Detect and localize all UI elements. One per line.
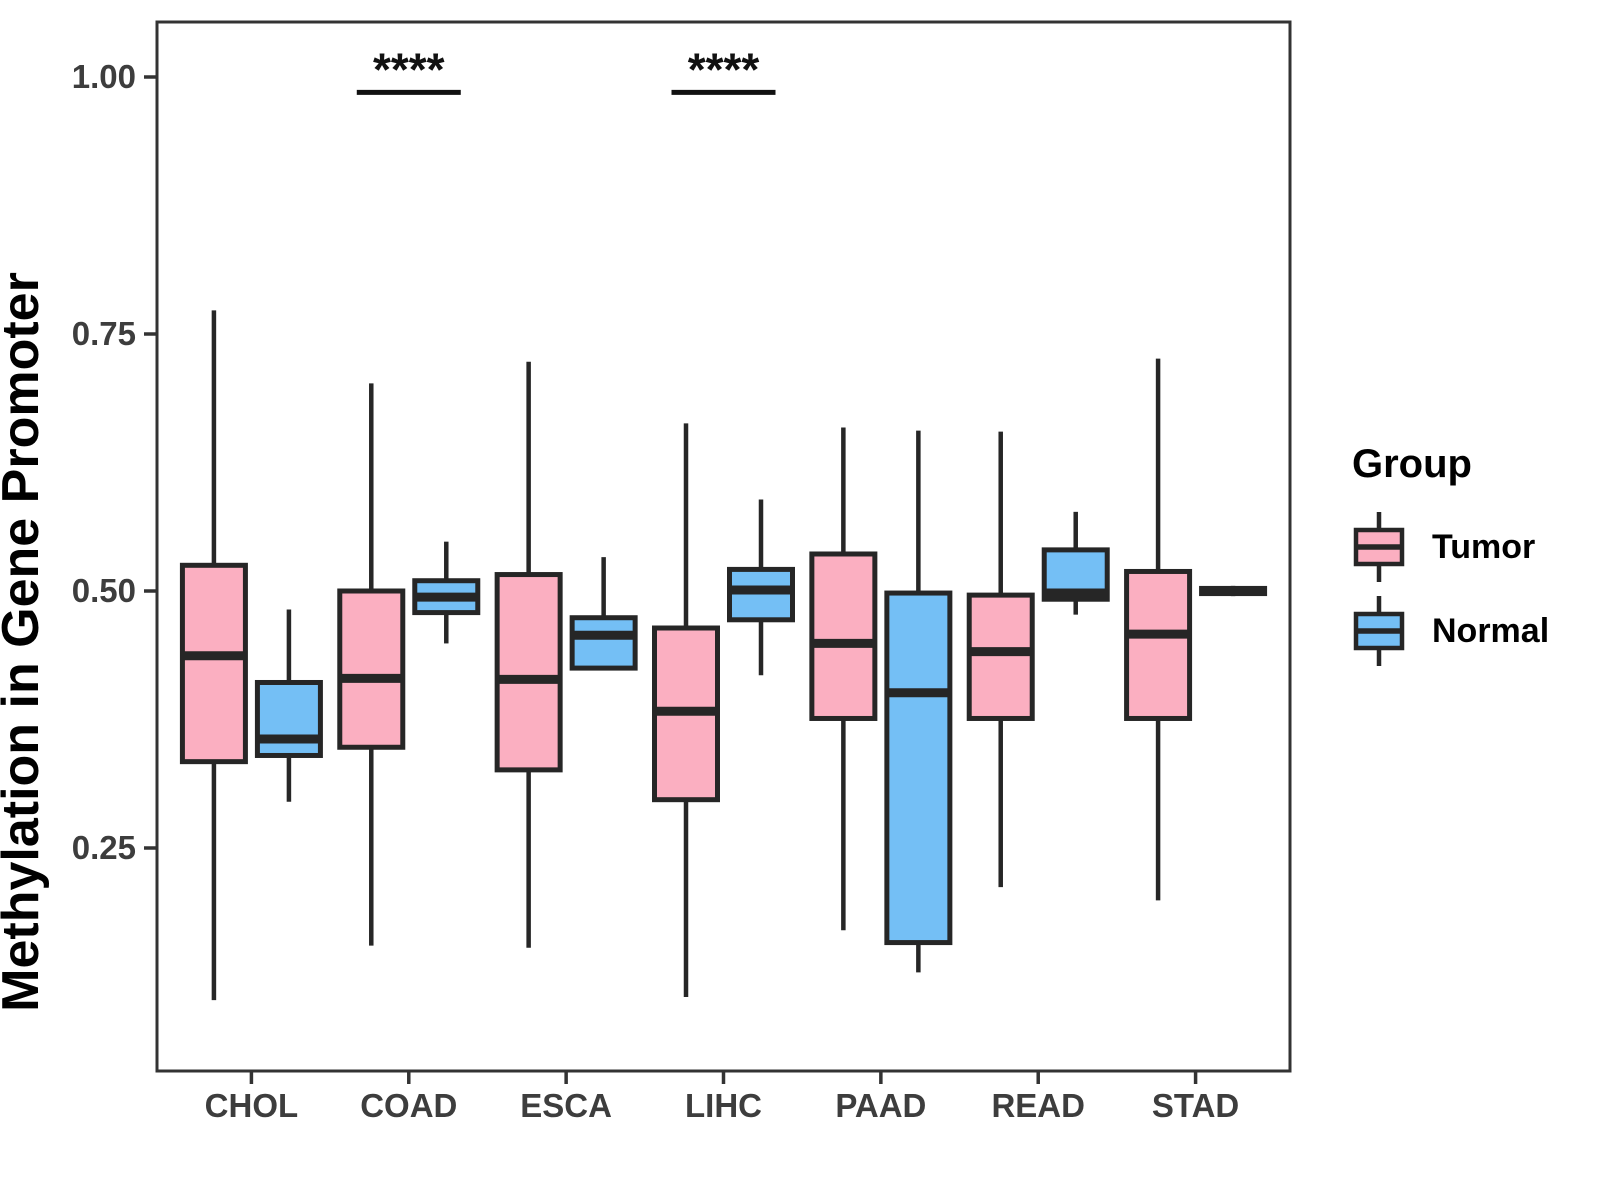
boxplot-stad-normal bbox=[1199, 585, 1268, 597]
legend-item-normal: Normal bbox=[1352, 593, 1549, 669]
boxplot-lihc-tumor bbox=[652, 423, 720, 998]
boxplot-coad-normal bbox=[412, 541, 481, 644]
boxplot-chol-tumor bbox=[179, 310, 248, 1001]
y-tick-label: 1.00 bbox=[72, 58, 136, 95]
y-tick-label: 0.25 bbox=[72, 829, 136, 866]
x-tick-label: PAAD bbox=[835, 1087, 926, 1124]
boxplot-esca-normal bbox=[569, 557, 638, 671]
boxplot-lihc-normal bbox=[727, 499, 795, 676]
legend-item-label: Normal bbox=[1432, 611, 1550, 650]
legend-title: Group bbox=[1352, 442, 1472, 486]
plot-panel bbox=[155, 20, 1292, 1073]
legend-item-label: Tumor bbox=[1432, 527, 1536, 566]
significance-stars: **** bbox=[373, 43, 445, 95]
significance-stars: **** bbox=[688, 43, 760, 95]
normal-boxplot-key-icon bbox=[1353, 596, 1405, 666]
significance-annotation-lihc: **** bbox=[671, 43, 776, 95]
x-tick-label: ESCA bbox=[520, 1087, 612, 1124]
x-tick-label: CHOL bbox=[205, 1087, 299, 1124]
legend-item-tumor: Tumor bbox=[1352, 509, 1549, 585]
y-tick-label: 0.50 bbox=[72, 572, 136, 609]
x-tick-label: COAD bbox=[360, 1087, 457, 1124]
tumor-boxplot-key-icon bbox=[1353, 512, 1405, 582]
boxplot-read-tumor bbox=[966, 431, 1035, 888]
y-tick-label: 0.75 bbox=[72, 315, 136, 352]
boxplot-paad-normal bbox=[884, 430, 953, 973]
x-tick-label: LIHC bbox=[685, 1087, 762, 1124]
y-axis-title: Methylation in Gene Promoter bbox=[0, 272, 50, 1012]
x-tick-label: STAD bbox=[1152, 1087, 1239, 1124]
boxplot-stad-tumor bbox=[1124, 358, 1193, 901]
boxplot-chol-normal bbox=[254, 609, 323, 802]
legend: Group Tumor Normal bbox=[1352, 442, 1549, 677]
significance-annotation-coad: **** bbox=[356, 43, 461, 95]
boxplot-coad-tumor bbox=[337, 383, 406, 946]
boxplot-paad-tumor bbox=[809, 427, 878, 931]
x-tick-label: READ bbox=[991, 1087, 1085, 1124]
boxplot-read-normal bbox=[1041, 511, 1110, 615]
boxplot-esca-tumor bbox=[494, 361, 563, 948]
